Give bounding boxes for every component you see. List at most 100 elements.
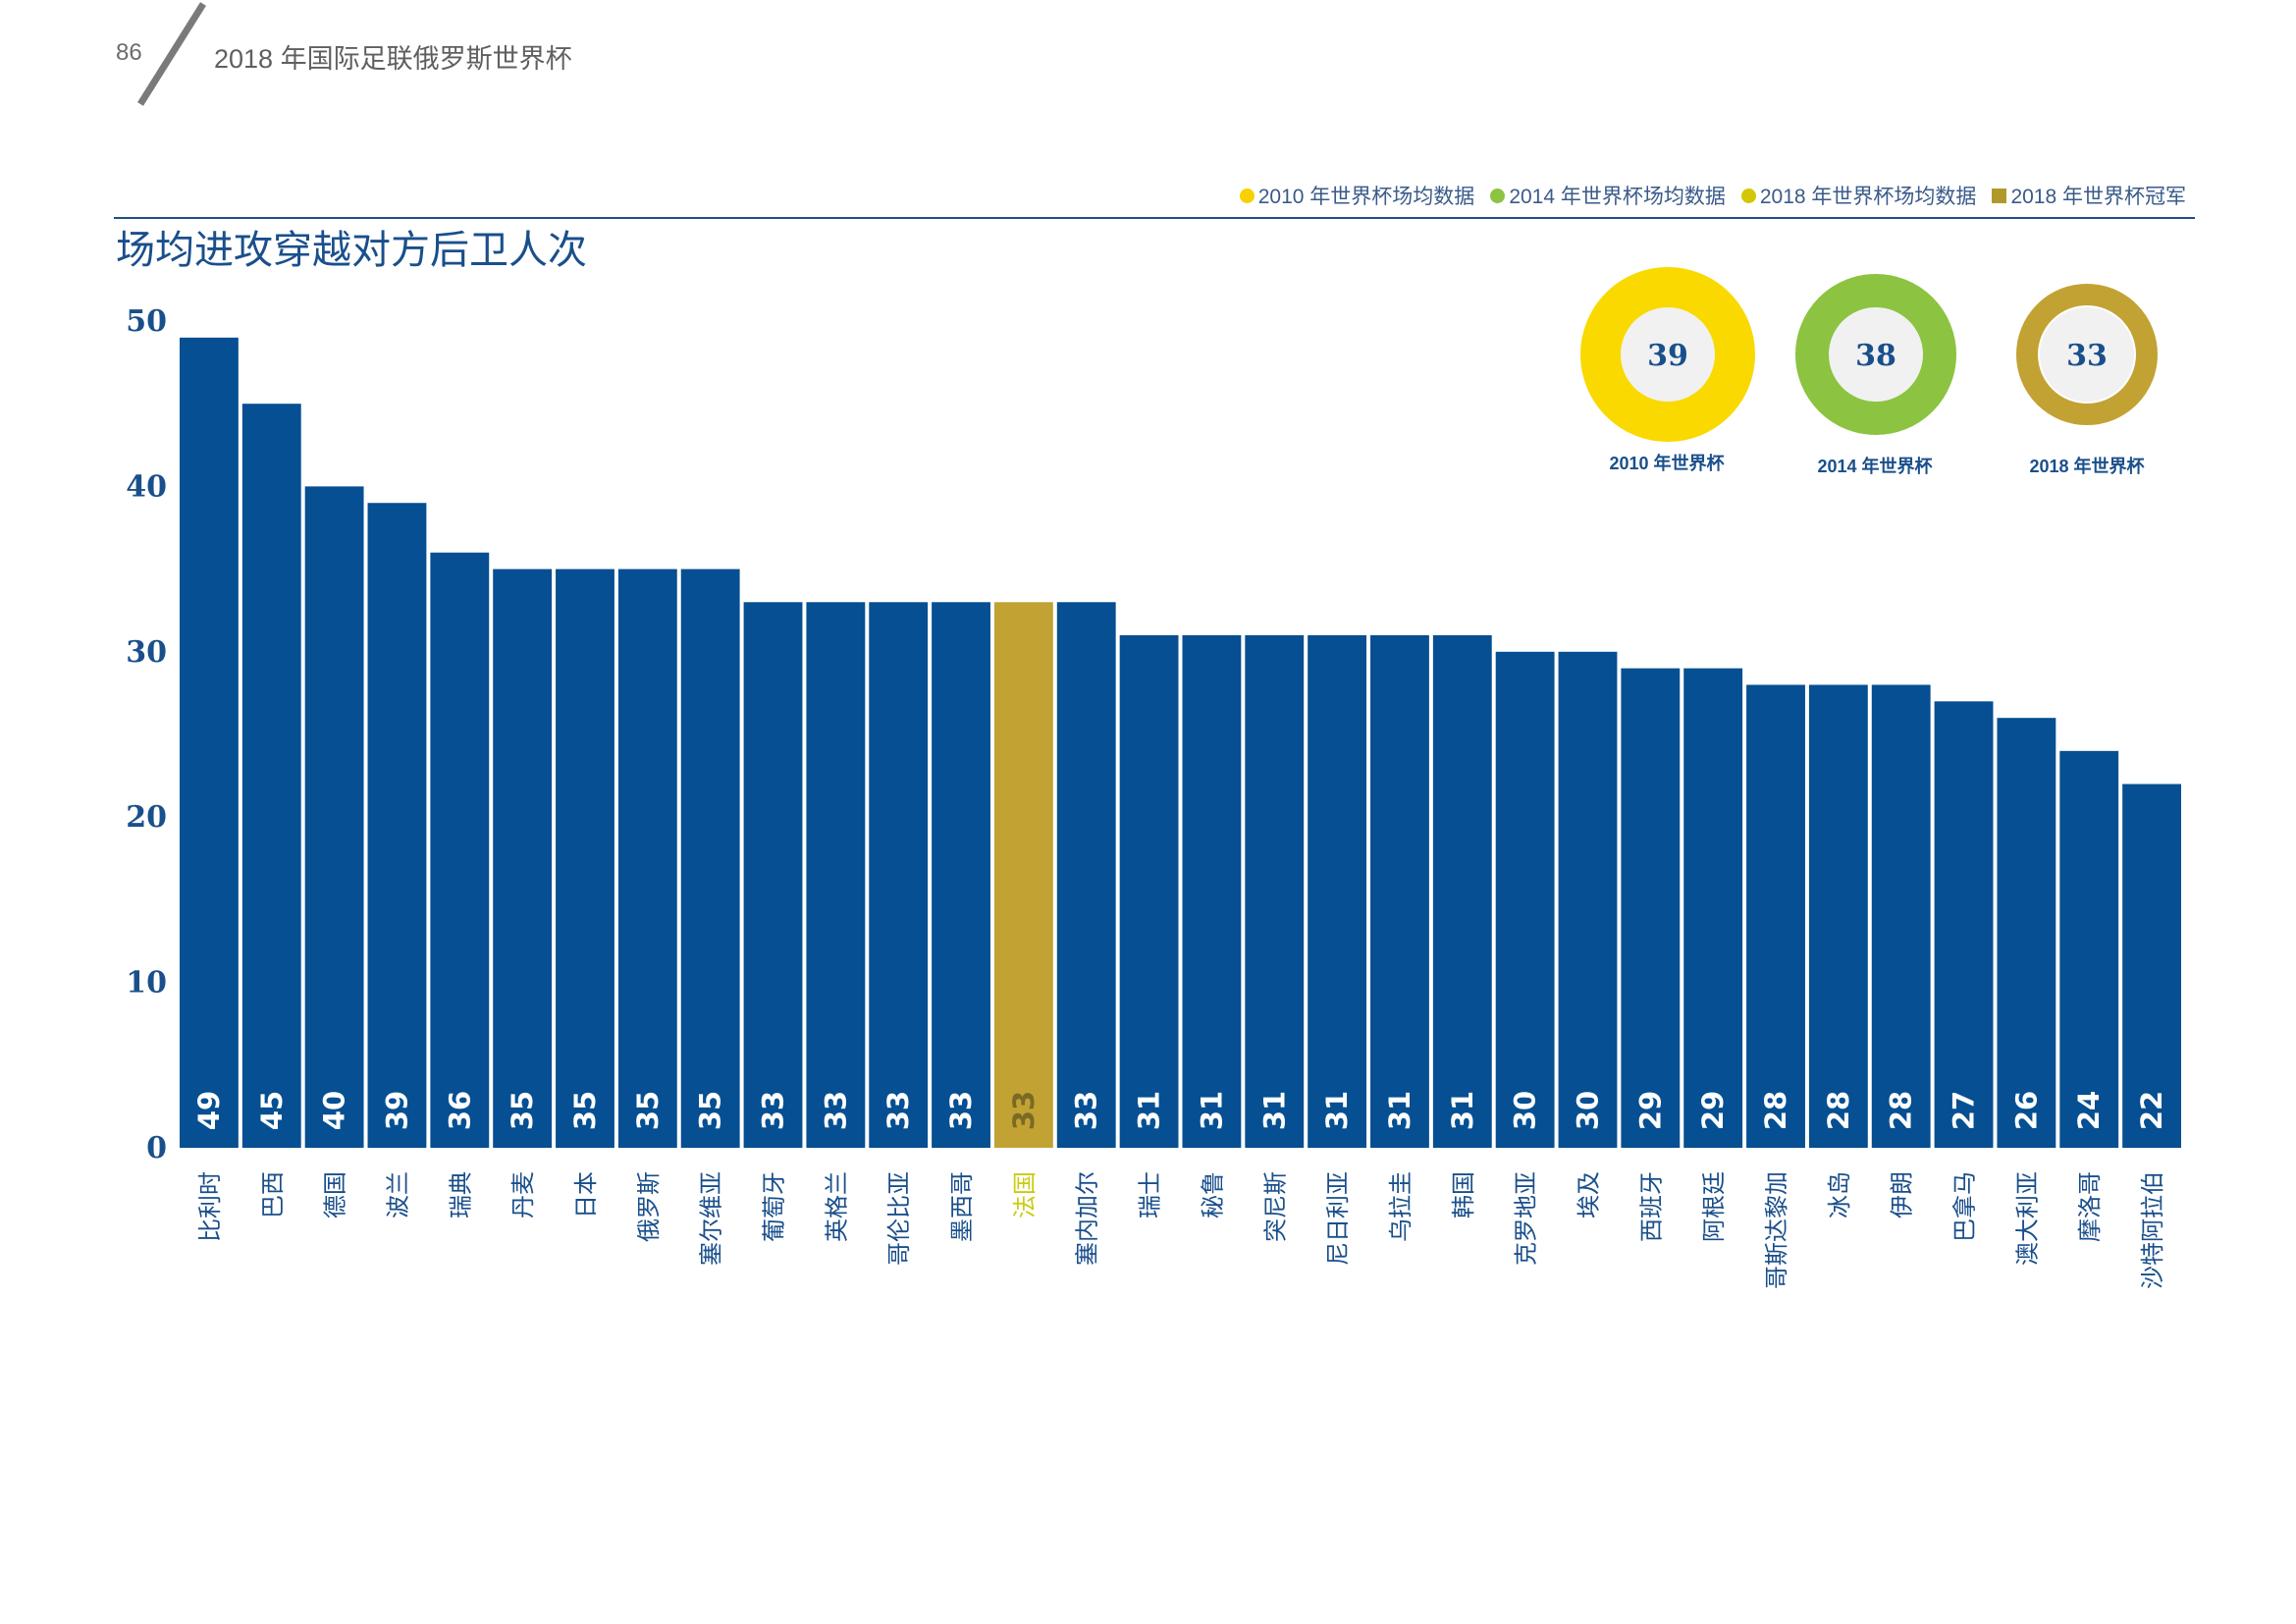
title-rule [114,217,2195,219]
category-label: 克罗地亚 [1513,1171,1540,1266]
chart-title: 场均进攻穿越对方后卫人次 [116,228,587,273]
legend-item-2010: 2010 年世界杯场均数据 [1239,181,1475,210]
average-ring [1580,267,1755,442]
legend-label: 2014 年世界杯场均数据 [1509,186,1726,208]
legend-marker-2014 [1490,188,1506,203]
category-label: 日本 [572,1171,600,1218]
bar [367,503,427,1148]
bar-value-label: 26 [2009,1091,2043,1130]
bar-value-label: 31 [1257,1091,1291,1130]
bar-value-label: 33 [881,1091,915,1130]
category-label: 西班牙 [1637,1171,1665,1242]
average-ring [1795,274,1956,435]
bar-value-label: 33 [1007,1091,1041,1130]
bar [869,602,929,1148]
category-label: 塞尔维亚 [698,1171,725,1266]
y-tick-label: 40 [126,469,167,504]
average-ring-label-2010: 2010 年世界杯 [1609,454,1725,473]
bar [993,602,1053,1148]
bar-value-label: 36 [443,1091,476,1130]
bar-value-label: 33 [944,1091,978,1130]
bar [1621,668,1681,1148]
bar-value-label: 40 [318,1091,351,1130]
bar [430,552,490,1148]
bar [617,568,677,1148]
legend-item-champion: 2018 年世界杯冠军 [1992,181,2186,210]
bar-value-label: 35 [568,1091,602,1130]
category-label: 乌拉圭 [1387,1171,1415,1242]
bar-value-label: 27 [1948,1091,1981,1130]
category-label: 瑞典 [447,1171,474,1218]
category-label: 德国 [322,1171,349,1218]
category-label: 俄罗斯 [635,1171,663,1242]
bar-value-label: 24 [2072,1091,2106,1130]
bar [304,486,364,1148]
bar-value-label: 28 [1759,1091,1792,1130]
document-title: 2018 年国际足联俄罗斯世界杯 [214,44,572,74]
bar [743,602,803,1148]
average-value: 33 [2066,339,2108,373]
average-ring-label-2018: 2018 年世界杯 [2029,457,2145,476]
bar [180,337,239,1149]
average-ring-label-2014: 2014 年世界杯 [1817,457,1933,476]
chart-legend: 2010 年世界杯场均数据 2014 年世界杯场均数据 2018 年世界杯场均数… [1239,181,2186,210]
category-label: 丹麦 [509,1171,537,1218]
bar-value-label: 31 [1446,1091,1479,1130]
category-label: 秘鲁 [1199,1171,1226,1218]
bar-value-label: 30 [1509,1091,1542,1130]
bar-value-label: 31 [1320,1091,1354,1130]
bar [1746,684,1805,1148]
bar [680,568,740,1148]
category-label: 比利时 [196,1171,224,1242]
category-label: 阿根廷 [1700,1171,1728,1242]
bar-value-label: 31 [1133,1091,1166,1130]
category-label: 尼日利亚 [1324,1171,1352,1266]
bar [1308,634,1367,1148]
average-ring-center [2040,307,2134,402]
category-label: 沙特阿拉伯 [2139,1171,2166,1289]
bar-value-label: 31 [1383,1091,1416,1130]
y-tick-label: 10 [126,966,167,1001]
bar-value-label: 35 [506,1091,539,1130]
bar [1370,634,1429,1148]
bar-value-label: 30 [1571,1091,1604,1130]
category-label: 巴拿马 [1951,1171,1979,1242]
legend-marker-2018 [1740,188,1756,203]
category-label: 伊朗 [1889,1171,1916,1218]
bar-value-label: 29 [1696,1091,1730,1130]
bar-value-label: 33 [757,1091,790,1130]
bar [1934,701,1994,1148]
bar-value-label: 39 [380,1091,413,1130]
bar-value-label: 31 [1195,1091,1228,1130]
average-value: 38 [1855,339,1896,373]
legend-marker-champion [1992,188,2007,203]
bar [1871,684,1931,1148]
y-tick-label: 30 [126,635,167,670]
average-ring [2016,284,2158,425]
bar-value-label: 49 [192,1091,226,1130]
bar [1997,718,2056,1148]
legend-item-2018: 2018 年世界杯场均数据 [1740,181,1977,210]
bar [1056,602,1116,1148]
bar-value-label: 28 [1822,1091,1855,1130]
bar-value-label: 22 [2135,1091,2168,1130]
bar-value-label: 29 [1633,1091,1667,1130]
bar [806,602,866,1148]
legend-label: 2018 年世界杯场均数据 [1759,186,1977,208]
category-label: 冰岛 [1826,1171,1853,1218]
category-label: 葡萄牙 [761,1171,788,1242]
bar [493,568,553,1148]
category-label: 巴西 [259,1171,287,1218]
bar [2059,750,2119,1148]
legend-label: 2010 年世界杯场均数据 [1257,186,1475,208]
bar [1808,684,1868,1148]
header-slash-divider [137,2,206,106]
bar-value-label: 33 [819,1091,852,1130]
page-number: 86 [116,39,142,66]
legend-marker-2010 [1239,188,1255,203]
average-ring-center [1621,307,1715,402]
legend-label: 2018 年世界杯冠军 [2010,186,2186,208]
bar [1245,634,1305,1148]
bar [1432,634,1492,1148]
